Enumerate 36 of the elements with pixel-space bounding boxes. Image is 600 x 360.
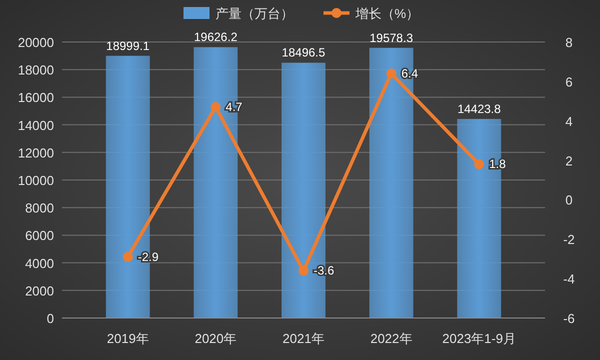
data-label: 14423.8 bbox=[457, 102, 502, 116]
y2-tick-label: -4 bbox=[563, 272, 575, 287]
point bbox=[122, 252, 133, 262]
data-label: 19578.3 bbox=[370, 30, 414, 45]
point bbox=[298, 266, 308, 276]
y-tick-label: 6000 bbox=[25, 228, 54, 244]
point bbox=[210, 102, 221, 112]
data-label: 18999.1 bbox=[106, 38, 150, 53]
x-tick-label: 2022年 bbox=[370, 331, 412, 346]
y-tick-label: 12000 bbox=[18, 145, 54, 160]
y-tick-label: 0 bbox=[46, 311, 54, 326]
legend-label: 增长（%） bbox=[354, 6, 420, 21]
y-tick-label: 4000 bbox=[25, 256, 54, 271]
y-tick-label: 14000 bbox=[18, 118, 54, 133]
y-tick-label: 20000 bbox=[18, 35, 54, 50]
y-tick-label: 18000 bbox=[18, 62, 54, 78]
point bbox=[474, 159, 484, 170]
y-tick-label: 8000 bbox=[25, 200, 54, 216]
y2-tick-label: -2 bbox=[563, 232, 575, 248]
y2-tick-label: 2 bbox=[565, 153, 573, 168]
y2-tick-label: 4 bbox=[565, 114, 573, 129]
y-tick-label: 2000 bbox=[25, 283, 54, 298]
y-tick-label: 10000 bbox=[18, 173, 54, 188]
x-tick-label: 2023年1-9月 bbox=[442, 331, 516, 346]
x-tick-label: 2021年 bbox=[282, 331, 324, 346]
x-tick-label: 2019年 bbox=[106, 331, 149, 346]
data-label: 18496.5 bbox=[282, 46, 326, 60]
data-label: 19626.2 bbox=[194, 30, 238, 44]
x-tick-label: 2020年 bbox=[194, 331, 237, 346]
y-tick-label: 16000 bbox=[18, 90, 54, 106]
point bbox=[386, 68, 396, 79]
y2-tick-label: 8 bbox=[565, 35, 573, 50]
legend-label: 产量（万台） bbox=[216, 6, 294, 21]
y2-tick-label: 6 bbox=[565, 74, 573, 90]
y2-tick-label: -6 bbox=[563, 311, 575, 326]
y2-tick-label: 0 bbox=[565, 192, 573, 208]
